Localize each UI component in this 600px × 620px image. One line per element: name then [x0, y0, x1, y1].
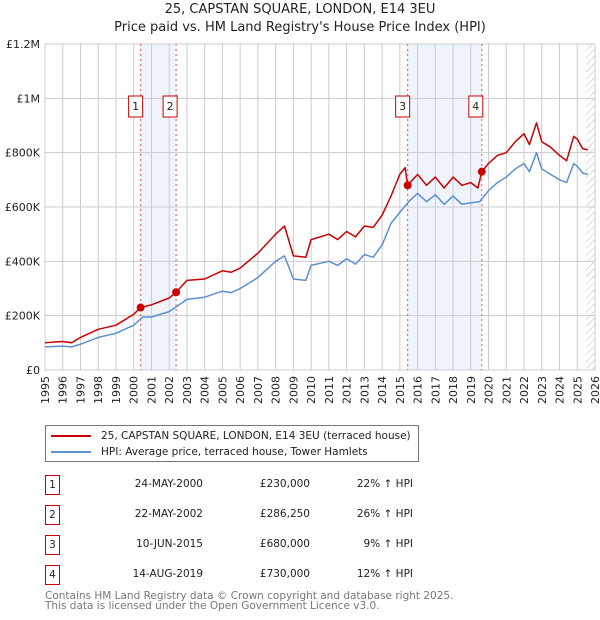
x-tick-label: 2013 [358, 376, 371, 404]
chart-title: 25, CAPSTAN SQUARE, LONDON, E14 3EU [164, 2, 436, 17]
x-tick-label: 2014 [376, 376, 389, 404]
footer: Contains HM Land Registry data © Crown c… [45, 590, 454, 612]
sale-marker-number: 1 [132, 100, 139, 113]
x-tick-label: 2007 [252, 376, 265, 404]
sale-marker-number: 2 [167, 100, 174, 113]
sale-date: 22-MAY-2002 [134, 508, 203, 520]
x-tick-label: 2005 [216, 376, 229, 404]
legend-label-property: 25, CAPSTAN SQUARE, LONDON, E14 3EU (ter… [101, 430, 411, 442]
x-tick-label: 2008 [270, 376, 283, 404]
legend: 25, CAPSTAN SQUARE, LONDON, E14 3EU (ter… [45, 425, 419, 462]
sales-table-row: 1 24-MAY-2000 £230,000 22% ↑ HPI [45, 475, 413, 495]
sale-hpi-diff: 9% ↑ HPI [363, 538, 413, 550]
property-series-line [44, 122, 589, 344]
sale-price: £286,250 [259, 508, 310, 520]
sale-marker-badge: 4 [468, 95, 484, 118]
sale-marker-box [128, 95, 144, 118]
y-tick-label: £600K [5, 201, 41, 214]
sales-table-row: 4 14-AUG-2019 £730,000 12% ↑ HPI [45, 565, 413, 585]
y-tick-label: £1M [17, 92, 41, 105]
legend-item-hpi: HPI: Average price, terraced house, Towe… [51, 444, 368, 460]
sale-marker-badge: 3 [395, 95, 411, 118]
sales-table-row: 3 10-JUN-2015 £680,000 9% ↑ HPI [45, 535, 413, 555]
sale-number-badge: 4 [45, 565, 60, 585]
y-tick-label: £400K [5, 255, 41, 268]
sale-point [136, 303, 145, 312]
x-tick-label: 2016 [412, 376, 425, 404]
sale-marker-badge: 2 [162, 95, 178, 118]
x-tick-label: 2003 [181, 376, 194, 404]
sale-date: 24-MAY-2000 [134, 478, 203, 490]
x-tick-label: 2026 [589, 376, 600, 404]
x-tick-label: 2011 [323, 376, 336, 404]
legend-label-hpi: HPI: Average price, terraced house, Towe… [101, 446, 368, 458]
x-tick-label: 2017 [429, 376, 442, 404]
footer-licence: This data is licensed under the Open Gov… [45, 600, 380, 612]
x-tick-label: 1999 [110, 376, 123, 404]
x-tick-label: 2009 [287, 376, 300, 404]
legend-red-line [51, 435, 91, 437]
x-tick-label: 2023 [536, 376, 549, 404]
legend-item-property: 25, CAPSTAN SQUARE, LONDON, E14 3EU (ter… [51, 428, 411, 444]
x-tick-label: 1996 [57, 376, 70, 404]
x-tick-label: 2001 [145, 376, 158, 404]
x-tick-label: 2015 [394, 376, 407, 404]
sale-number-badge: 1 [45, 475, 60, 495]
sale-marker-box [395, 95, 411, 118]
sales-table-row: 2 22-MAY-2002 £286,250 26% ↑ HPI [45, 505, 413, 525]
sale-number-badge: 3 [45, 535, 60, 555]
x-tick-label: 1998 [92, 376, 105, 404]
y-tick-label: £200K [5, 310, 41, 323]
chart-plot: 1995 1996 1997 1998 1999 2000 2001 2002 2003 2004… [5, 38, 600, 404]
sale-number-badge: 2 [45, 505, 60, 525]
x-tick-label: 2012 [341, 376, 354, 404]
sale-price: £680,000 [259, 538, 310, 550]
sale-point [477, 167, 486, 176]
sale-hpi-diff: 12% ↑ HPI [356, 568, 413, 580]
chart-subtitle: Price paid vs. HM Land Registry's House … [114, 20, 486, 35]
x-tick-label: 2018 [447, 376, 460, 404]
x-tick-label: 2004 [199, 376, 212, 404]
sale-marker-number: 3 [399, 100, 406, 113]
x-tick-label: 2021 [500, 376, 513, 404]
footer-copyright: Contains HM Land Registry data © Crown c… [45, 590, 454, 602]
sale-hpi-diff: 22% ↑ HPI [356, 478, 413, 490]
x-tick-label: 1995 [39, 376, 52, 404]
y-tick-label: £1.2M [6, 38, 40, 51]
sale-point [172, 288, 181, 297]
sale-point [403, 181, 412, 190]
x-tick-label: 2022 [518, 376, 531, 404]
hpi-series-line [44, 151, 589, 348]
sale-marker-badge: 1 [128, 95, 144, 118]
sale-marker-box [468, 95, 484, 118]
sale-date: 10-JUN-2015 [136, 538, 203, 550]
x-tick-label: 2002 [163, 376, 176, 404]
legend-blue-line [51, 451, 91, 453]
sale-price: £230,000 [259, 478, 310, 490]
x-tick-label: 2006 [234, 376, 247, 404]
x-tick-label: 2019 [465, 376, 478, 404]
sale-date: 14-AUG-2019 [132, 568, 203, 580]
sale-hpi-diff: 26% ↑ HPI [356, 508, 413, 520]
sale-price: £730,000 [259, 568, 310, 580]
x-tick-label: 2025 [571, 376, 584, 404]
x-tick-label: 2020 [483, 376, 496, 404]
x-tick-label: 2010 [305, 376, 318, 404]
x-tick-label: 2024 [554, 376, 567, 404]
x-tick-label: 2000 [128, 376, 141, 404]
sale-marker-box [162, 95, 178, 118]
x-tick-label: 1997 [74, 376, 87, 404]
y-tick-label: £0 [26, 364, 40, 377]
sale-marker-number: 4 [472, 100, 479, 113]
y-tick-label: £800K [5, 147, 41, 160]
